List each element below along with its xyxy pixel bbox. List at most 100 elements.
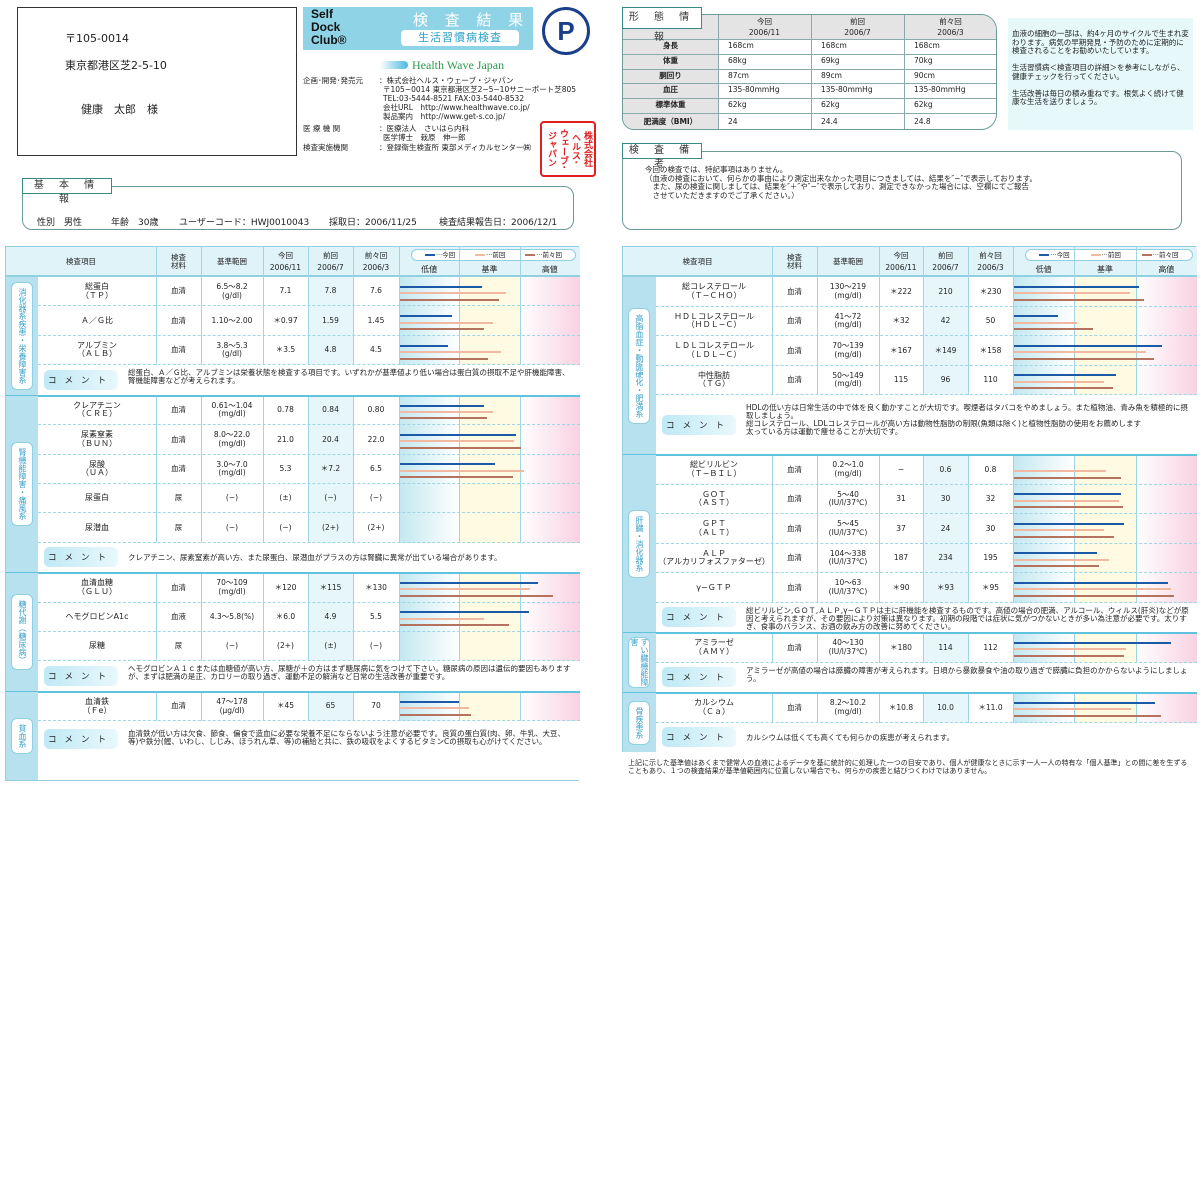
value-now: ＊222 <box>890 286 912 296</box>
reference-range: 3.0〜7.0 (mg/dl) <box>216 459 248 478</box>
issuer-row: 検査実施機関 ：登録衛生検査所 東部メディカルセンター㈱ <box>303 143 533 152</box>
issuer-value: 製品案内 http://www.get-s.co.jp/ <box>383 112 506 121</box>
bar-now <box>1014 701 1156 704</box>
value-prev2: ＊158 <box>979 345 1002 355</box>
value-prev: 65 <box>325 701 336 711</box>
issuer-row: 企画･開発･発売元 ：株式会社ヘルス・ウェーブ・ジャパン 〒105−0014 東京都… <box>303 76 576 121</box>
reference-range: 5〜40 (IU/l/37℃) <box>828 489 868 508</box>
value-prev: (−) <box>324 493 337 503</box>
report-title: 検 査 結 果 <box>413 11 530 29</box>
logo-banner: Self Dock Club® 検 査 結 果 生活習慣病検査 <box>303 7 533 50</box>
header-now: 今回 2006/11 <box>269 251 302 272</box>
report-date: 検査結果報告日：2006/12/1 <box>439 218 558 228</box>
bar-prev2 <box>1014 654 1125 657</box>
advice-box: 血液の細胞の一部は、約4ヶ月のサイクルで生まれ変わります。病気の早期発見・予防の… <box>1008 18 1193 130</box>
reference-range: 10〜63 (IU/l/37℃) <box>828 578 868 596</box>
value-prev2: 7.6 <box>370 286 382 296</box>
reference-range: 130〜219 (mg/dl) <box>829 282 867 300</box>
value-prev2: 110 <box>983 375 998 384</box>
header-material: 検査材料 <box>787 253 802 270</box>
comment-label: コメント <box>44 369 118 390</box>
material: 血清 <box>787 375 802 384</box>
table-header: 検査項目 検査材料 基準範囲 今回 2006/11 前回 2006/7 前々回 2006/3 ··… <box>623 247 1197 277</box>
results-table-right: 検査項目 検査材料 基準範囲 今回 2006/11 前回 2006/7 前々回 2006/3 ··… <box>622 246 1197 752</box>
comment-label: コメント <box>662 607 736 628</box>
health-wave-japan-logo: Health Wave Japan <box>380 58 504 73</box>
comment-label: コメント <box>662 414 736 435</box>
bar-prev <box>1014 708 1131 711</box>
remarks-label: 検 査 備 考 <box>622 143 702 170</box>
company-seal-stamp: 株式会社 ヘルス･ ウェーブ･ ジャパン <box>540 121 596 177</box>
bar-prev <box>400 292 507 295</box>
test-item: 総蛋白 （ＴＰ） <box>81 282 113 300</box>
value-now: (2+) <box>277 641 294 651</box>
reference-range: 8.0〜22.0 (mg/dl) <box>213 430 251 448</box>
body-info-row-label: 標準体重 <box>655 100 686 110</box>
value-now: ＊0.97 <box>273 315 298 325</box>
value-prev: 7.8 <box>324 286 337 296</box>
value-prev: 210 <box>938 286 953 296</box>
value-prev2: 32 <box>985 494 996 503</box>
bar-now <box>1014 493 1121 496</box>
body-info-row-label: 体重 <box>663 56 678 66</box>
bar-prev <box>400 707 469 710</box>
bar-prev2 <box>1014 298 1145 301</box>
bar-now <box>400 404 485 407</box>
value-prev2: (2+) <box>367 522 385 532</box>
issuer-value: ：株式会社ヘルス・ウェーブ・ジャパン <box>379 76 514 85</box>
bar-now <box>400 433 517 436</box>
value-prev2: ＊11.0 <box>978 702 1003 712</box>
bar-prev2 <box>1014 506 1123 509</box>
remark-line: また、尿の検査に関しましては、結果を″＋″や″−″で表示しており、測定できなかっ… <box>645 182 1029 191</box>
test-item: 血清鉄 （Ｆe） <box>82 697 112 715</box>
value-prev: 4.9 <box>324 612 337 622</box>
test-item: 総ビリルビン （Ｔ−ＢＩＬ） <box>686 460 742 478</box>
test-item: γ−ＧＴＰ <box>696 582 732 592</box>
chart-legend: ···今回 ···前回 ···前々回 <box>1025 249 1193 261</box>
header-item: 検査項目 <box>66 257 96 266</box>
value-prev2: 4.5 <box>370 345 382 355</box>
bar-prev <box>1014 380 1104 383</box>
reference-range: (−) <box>225 522 239 532</box>
value-prev: 0.6 <box>939 464 952 474</box>
body-info-row-label: 肥満度（BMI） <box>643 116 698 126</box>
bar-prev <box>1014 558 1110 561</box>
header-prev2: 前々回 2006/3 <box>977 251 1004 272</box>
bar-now <box>400 463 496 466</box>
value-now: ＊10.8 <box>888 702 914 712</box>
material: 血清 <box>171 463 186 473</box>
table-header: 検査項目 検査材料 基準範囲 今回 2006/11 前回 2006/7 前々回 2006/3 ··… <box>6 247 580 277</box>
legend-item: ···前々回 <box>525 250 562 260</box>
reference-range: 6.5〜8.2 (g/dl) <box>216 282 248 300</box>
body-info-value: 24 <box>728 116 738 126</box>
value-prev2: ＊130 <box>365 582 387 592</box>
remark-line: （血液の検査において、何らかの事由により測定出来なかった項目につきましては、結果… <box>645 173 1038 183</box>
test-item: 尿蛋白 <box>85 493 109 503</box>
value-now: 37 <box>896 523 906 533</box>
test-item: 尿酸 （ＵＡ） <box>81 459 113 478</box>
report-subtitle: 生活習慣病検査 <box>401 30 519 46</box>
reference-range: 50〜149 (mg/dl) <box>832 370 864 389</box>
comment-text: 血清鉄が低い方は欠食、節食、偏食で造血に必要な栄養不足にならないよう注意が必要で… <box>128 729 566 747</box>
value-prev: ＊115 <box>319 582 342 592</box>
test-item: 血清血糖 （ＧＬＵ） <box>77 578 117 596</box>
body-info-value: 135-80mmHg <box>821 85 873 95</box>
bar-now <box>400 700 460 703</box>
body-info-column-header: 今回 2006/11 <box>748 17 781 37</box>
self-dock-club-logo: Self Dock Club® <box>311 7 347 47</box>
bar-prev2 <box>400 476 514 479</box>
material: 血清 <box>171 434 186 444</box>
bar-prev <box>1014 351 1146 354</box>
reference-range: 40〜130 (IU/l/37℃) <box>828 638 868 656</box>
bar-prev2 <box>1014 565 1100 568</box>
value-prev2: ＊230 <box>979 286 1002 296</box>
value-now: ＊180 <box>890 642 912 652</box>
bar-now <box>400 582 538 585</box>
value-prev: 30 <box>940 494 951 503</box>
material: 血清 <box>787 702 802 712</box>
header-prev: 前回 2006/7 <box>317 251 344 272</box>
issuer-key: 検査実施機関 <box>303 143 348 152</box>
comment-label: コメント <box>662 667 736 688</box>
body-info-row-label: 胴回り <box>659 70 682 80</box>
material: 血清 <box>787 582 802 592</box>
